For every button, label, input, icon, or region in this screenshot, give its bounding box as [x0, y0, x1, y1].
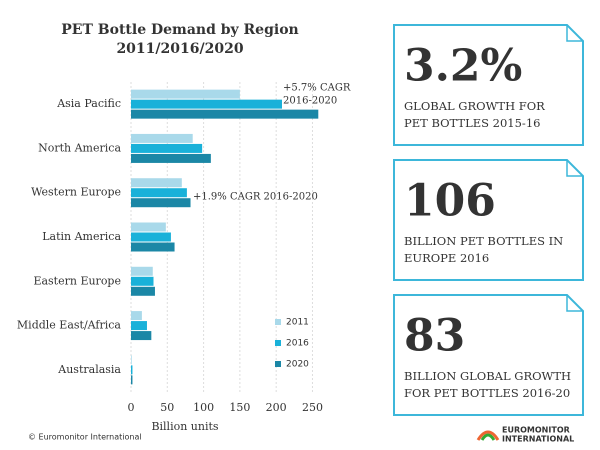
bar	[131, 286, 155, 296]
legend-swatch	[275, 361, 281, 367]
legend-label: 2011	[286, 318, 309, 328]
annotation: 2016-2020	[283, 96, 337, 107]
stat-value: 3.2%	[404, 41, 522, 92]
bar	[131, 321, 147, 331]
stat-text: FOR PET BOTTLES 2016-20	[404, 386, 570, 400]
bar	[131, 222, 166, 232]
bar	[131, 188, 187, 198]
chart-title: PET Bottle Demand by Region	[61, 22, 298, 38]
y-tick-label: Middle East/Africa	[17, 319, 122, 332]
bar	[131, 331, 152, 341]
bar	[131, 242, 175, 252]
bar	[131, 109, 319, 119]
bar	[131, 232, 171, 242]
logo-text: EUROMONITOR	[502, 426, 570, 435]
legend-swatch	[275, 319, 281, 325]
chart-subtitle: 2011/2016/2020	[116, 41, 243, 57]
stat-value: 83	[404, 311, 465, 362]
y-tick-label: Asia Pacific	[56, 97, 121, 110]
stat-box	[393, 159, 584, 281]
bar	[131, 178, 182, 188]
x-tick-label: 100	[193, 401, 214, 414]
annotation: +1.9% CAGR 2016-2020	[193, 192, 318, 203]
y-tick-label: Australasia	[57, 363, 121, 376]
bar	[131, 143, 203, 153]
bar	[131, 99, 282, 109]
legend-swatch	[275, 340, 281, 346]
bar	[131, 375, 133, 385]
bar	[131, 276, 154, 286]
bar	[131, 311, 142, 321]
stat-box-fold	[566, 25, 583, 42]
stat-box-fold	[566, 295, 583, 312]
x-tick-label: 200	[266, 401, 287, 414]
bar	[131, 266, 153, 276]
bar	[131, 89, 240, 99]
logo-arc	[476, 430, 500, 441]
logo-arc	[480, 433, 496, 441]
y-tick-label: Latin America	[42, 230, 121, 243]
stat-box-fold	[566, 160, 583, 177]
legend-label: 2016	[286, 339, 309, 349]
y-tick-label: North America	[38, 141, 121, 154]
stat-text: BILLION GLOBAL GROWTH	[404, 369, 571, 383]
stat-box	[393, 24, 584, 146]
source: © Euromonitor International	[28, 433, 142, 442]
x-tick-label: 50	[160, 401, 174, 414]
bar	[131, 355, 132, 365]
stat-value: 106	[404, 176, 496, 227]
bar	[131, 198, 191, 208]
x-tick-label: 150	[229, 401, 250, 414]
x-tick-label: 250	[302, 401, 323, 414]
x-axis-label: Billion units	[151, 420, 218, 433]
bar	[131, 153, 211, 163]
bar	[131, 133, 193, 143]
stat-text: PET BOTTLES 2015-16	[404, 116, 540, 130]
x-tick-label: 0	[128, 401, 135, 414]
y-tick-label: Western Europe	[31, 186, 121, 199]
logo: EUROMONITOR INTERNATIONAL	[476, 426, 574, 444]
annotation: +5.7% CAGR	[283, 83, 351, 94]
legend-label: 2020	[286, 360, 309, 370]
stat-box	[393, 294, 584, 416]
stat-text: EUROPE 2016	[404, 251, 489, 265]
stat-text: GLOBAL GROWTH FOR	[404, 99, 545, 113]
y-tick-label: Eastern Europe	[33, 274, 121, 287]
stat-text: BILLION PET BOTTLES IN	[404, 234, 563, 248]
logo-text: INTERNATIONAL	[502, 435, 574, 444]
bar	[131, 365, 133, 375]
